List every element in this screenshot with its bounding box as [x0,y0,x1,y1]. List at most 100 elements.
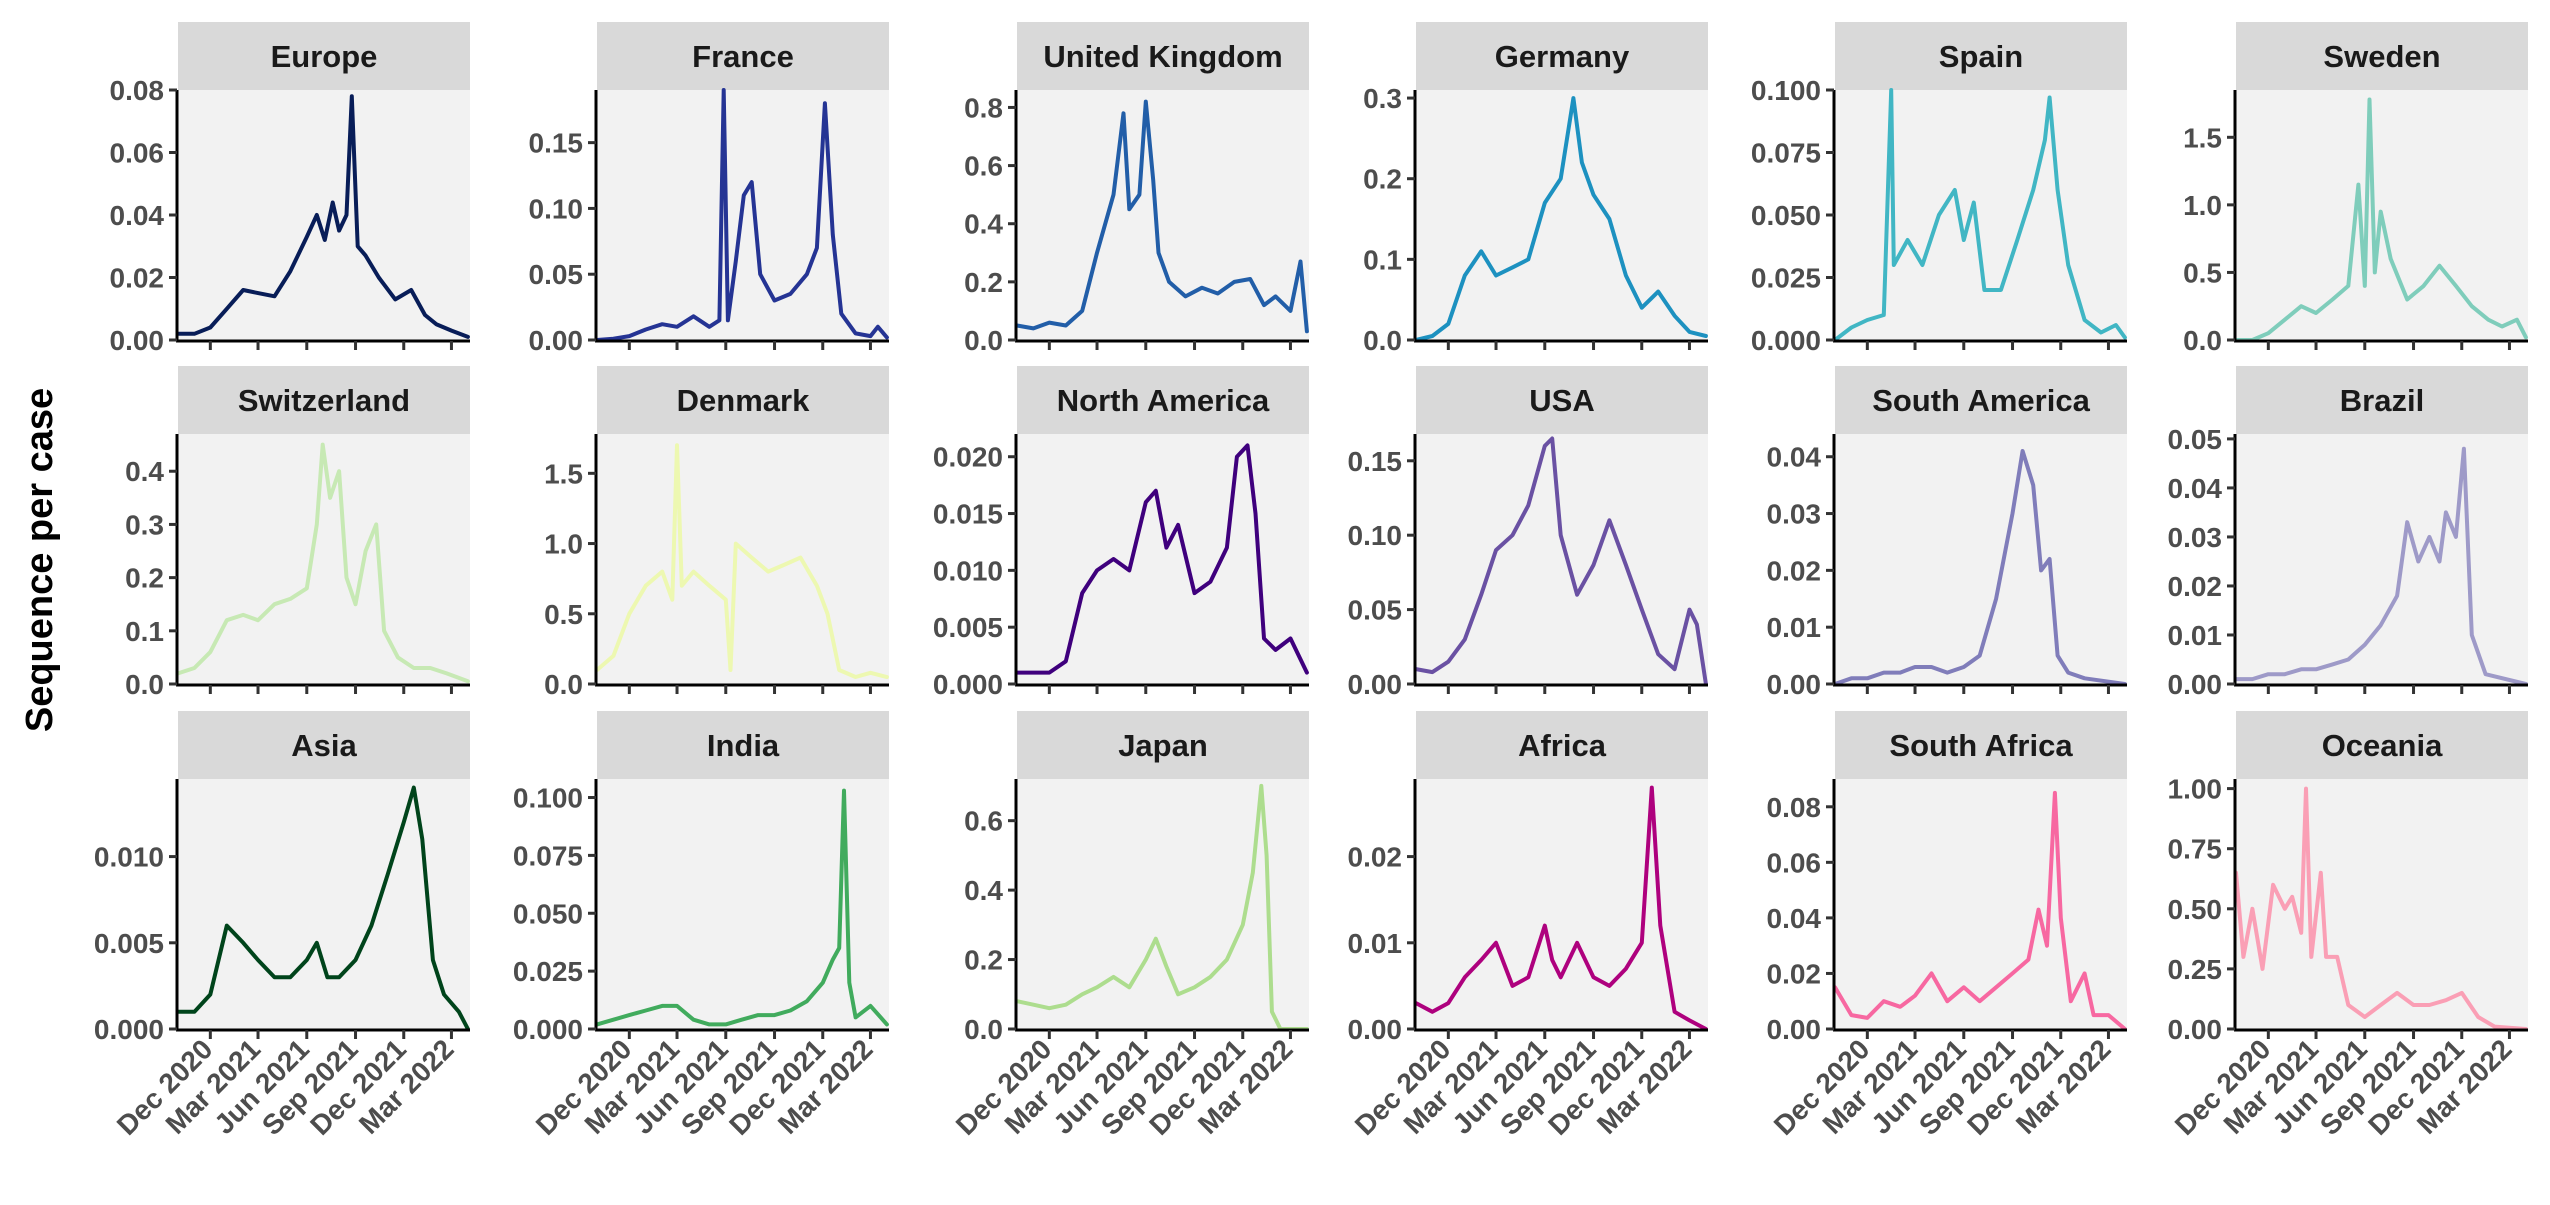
facet-panel-germany: Germany 0.0 0.1 0.2 0.3 [1363,22,1708,356]
y-tick-label: 0.50 [2168,894,2223,925]
panel-background [1017,779,1309,1029]
y-tick-label: 0.00 [2168,1014,2223,1045]
y-tick-label: 0.00 [110,325,165,356]
panel-background [1835,434,2127,684]
y-tick-label: 0.25 [2168,954,2223,985]
facet-strip [597,366,889,434]
y-tick-label: 0.075 [1751,138,1821,169]
facet-strip-label: North America [1057,383,1270,418]
facet-strip-label: Switzerland [238,383,410,418]
y-tick-label: 0.00 [2168,669,2223,700]
y-tick-label: 0.10 [1348,520,1403,551]
y-tick-label: 0.005 [933,612,1003,643]
y-tick-label: 1.5 [2183,122,2222,153]
facet-strip-label: South America [1872,383,2090,418]
facet-strip [1416,366,1708,434]
facet-strip [2236,366,2528,434]
series-line [1833,790,2127,1031]
facet-panel-spain: Spain 0.000 0.025 0.050 0.075 0.100 [1751,22,2127,356]
y-tick-label: 0.02 [1767,958,1822,989]
y-tick-label: 0.02 [2168,571,2223,602]
facet-panel-switzerland: Switzerland 0.0 0.1 0.2 0.3 0.4 [125,366,470,700]
series-line [176,785,470,1031]
panel-background [1017,434,1309,684]
y-tick-label: 0.050 [513,898,583,929]
y-tick-label: 0.000 [933,669,1003,700]
y-tick-label: 0.75 [2168,834,2223,865]
facet-strip [1835,366,2127,434]
y-tick-label: 0.0 [1363,325,1402,356]
y-tick-label: 0.2 [964,945,1003,976]
y-tick-label: 0.6 [964,806,1003,837]
facet-strip-label: France [692,39,794,74]
y-tick-label: 0.00 [1767,1014,1822,1045]
y-tick-label: 0.025 [1751,263,1821,294]
facet-panel-united-kingdom: United Kingdom 0.0 0.2 0.4 0.6 0.8 [964,22,1309,356]
y-tick-label: 0.050 [1751,200,1821,231]
y-tick-label: 0.3 [125,509,164,540]
facet-strip-label: USA [1529,383,1594,418]
y-tick-label: 0.00 [1767,669,1822,700]
y-tick-label: 0.3 [1363,83,1402,114]
y-tick-label: 0.15 [529,128,584,159]
series-line [595,443,889,679]
series-line [1833,88,2127,342]
y-tick-label: 0.100 [1751,75,1821,106]
y-tick-label: 0.015 [933,499,1003,530]
series-line [595,88,889,342]
facet-panel-usa: USA 0.00 0.05 0.10 0.15 [1348,366,1708,700]
y-tick-label: 0.02 [1767,555,1822,586]
facet-strip-label: Asia [291,728,357,763]
facet-panel-europe: Europe 0.00 0.02 0.04 0.06 0.08 [110,22,470,356]
series-line [1015,783,1309,1031]
y-tick-label: 0.02 [110,263,165,294]
facet-strip [178,22,470,90]
y-tick-label: 0.1 [125,616,164,647]
y-tick-label: 0.005 [94,928,164,959]
panel-background [2236,434,2528,684]
y-tick-label: 0.0 [964,1014,1003,1045]
facet-strip-label: Africa [1518,728,1607,763]
y-tick-label: 0.04 [2168,473,2223,504]
series-line [595,788,889,1027]
facet-strip-label: United Kingdom [1043,39,1282,74]
y-tick-label: 0.025 [513,956,583,987]
facet-strip [1835,22,2127,90]
series-line [176,94,470,339]
facet-strip [178,711,470,779]
y-tick-label: 0.10 [529,193,584,224]
y-tick-label: 0.100 [513,783,583,814]
panel-background [2236,779,2528,1029]
facet-strip [2236,711,2528,779]
facet-strip [1017,711,1309,779]
y-tick-label: 0.6 [964,151,1003,182]
panel-background [1416,90,1708,340]
series-line [1015,443,1309,675]
y-tick-label: 1.0 [2183,190,2222,221]
y-tick-label: 0.010 [94,842,164,873]
series-line [1414,96,1708,342]
panel-background [1416,779,1708,1029]
facet-strip-label: India [707,728,780,763]
y-tick-label: 0.04 [110,200,165,231]
y-tick-label: 0.01 [2168,620,2223,651]
series-line [1833,449,2127,686]
panel-background [1835,779,2127,1029]
y-tick-label: 0.00 [1348,1014,1403,1045]
facet-strip [178,366,470,434]
y-tick-label: 0.06 [1767,847,1822,878]
panel-background [178,779,470,1029]
y-tick-label: 1.0 [544,529,583,560]
y-tick-label: 0.08 [1767,792,1822,823]
y-tick-label: 0.06 [110,138,165,169]
y-tick-label: 0.00 [529,325,584,356]
panel-background [597,434,889,684]
y-tick-label: 0.01 [1348,928,1403,959]
y-tick-label: 0.0 [125,669,164,700]
y-tick-label: 0.000 [513,1014,583,1045]
